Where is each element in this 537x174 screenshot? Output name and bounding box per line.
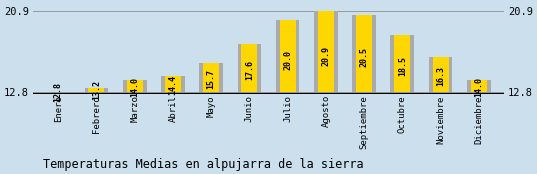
Text: 12.8: 12.8 — [54, 82, 63, 102]
Bar — [165, 76, 181, 92]
Text: 17.6: 17.6 — [245, 60, 254, 80]
Bar — [314, 11, 338, 92]
Bar — [84, 88, 108, 92]
Bar — [352, 15, 376, 92]
Bar — [429, 57, 453, 92]
Text: 14.0: 14.0 — [130, 77, 139, 97]
Text: 14.4: 14.4 — [169, 75, 177, 95]
Bar — [394, 35, 410, 92]
Bar — [318, 11, 334, 92]
Bar — [161, 76, 185, 92]
Text: 20.0: 20.0 — [283, 50, 292, 70]
Bar — [199, 63, 223, 92]
Text: 20.5: 20.5 — [360, 47, 368, 67]
Bar — [390, 35, 414, 92]
Text: Temperaturas Medias en alpujarra de la sierra: Temperaturas Medias en alpujarra de la s… — [43, 157, 364, 171]
Bar — [432, 57, 448, 92]
Bar — [127, 80, 143, 92]
Bar — [123, 80, 147, 92]
Text: 15.7: 15.7 — [207, 69, 216, 89]
Bar — [471, 80, 487, 92]
Text: 13.2: 13.2 — [92, 80, 101, 100]
Text: 16.3: 16.3 — [436, 66, 445, 86]
Bar — [237, 44, 261, 92]
Text: 18.5: 18.5 — [398, 56, 407, 76]
Bar — [356, 15, 372, 92]
Bar — [467, 80, 491, 92]
Bar — [203, 63, 219, 92]
Text: 20.9: 20.9 — [321, 46, 330, 65]
Bar — [276, 20, 300, 92]
Text: 14.0: 14.0 — [474, 77, 483, 97]
Bar — [89, 88, 105, 92]
Bar — [280, 20, 296, 92]
Bar — [241, 44, 257, 92]
